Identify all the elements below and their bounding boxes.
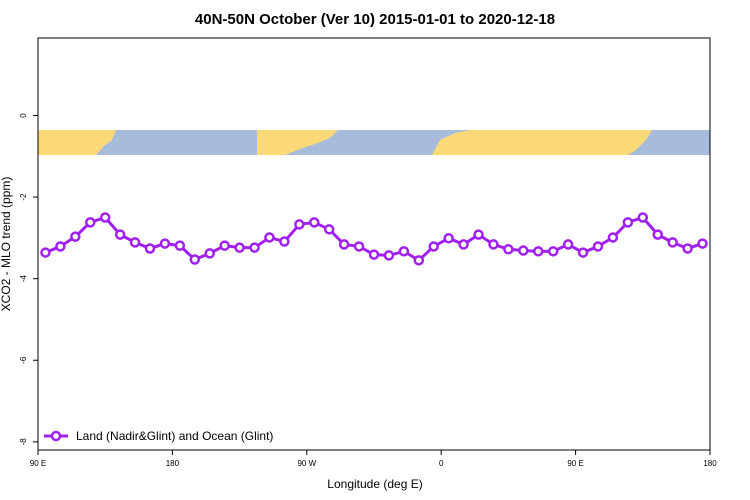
data-point xyxy=(577,247,589,258)
data-point xyxy=(667,237,678,248)
data-point xyxy=(533,246,544,257)
data-point xyxy=(85,217,96,228)
data-point xyxy=(398,246,410,257)
data-point xyxy=(99,212,111,223)
x-tick-label: 0 xyxy=(439,459,444,468)
data-point xyxy=(159,238,171,249)
x-axis-label: Longitude (deg E) xyxy=(327,477,422,491)
x-tick-label: 90 E xyxy=(567,459,583,468)
data-point xyxy=(637,212,649,223)
data-point xyxy=(55,241,66,252)
y-tick-label: 0 xyxy=(19,113,28,118)
data-point xyxy=(473,229,484,240)
data-point xyxy=(652,229,663,240)
data-point xyxy=(697,238,708,249)
y-tick-label: -4 xyxy=(19,275,28,283)
y-axis-label: XCO2 - MLO trend (ppm) xyxy=(0,177,13,312)
data-point xyxy=(279,236,290,247)
data-point xyxy=(309,217,320,228)
data-point xyxy=(413,255,425,266)
data-point xyxy=(682,243,693,254)
data-point xyxy=(353,241,365,252)
data-point xyxy=(294,219,305,230)
data-point xyxy=(622,217,634,228)
plot-frame xyxy=(37,37,711,451)
data-point xyxy=(323,224,335,235)
data-point xyxy=(174,240,186,251)
y-tick-label: -6 xyxy=(19,356,28,364)
data-point xyxy=(518,245,529,256)
data-point xyxy=(204,248,215,259)
x-tick-label: 90 W xyxy=(297,459,316,468)
data-point xyxy=(40,247,51,258)
data-point xyxy=(592,241,604,252)
y-tick-label: -2 xyxy=(19,193,28,201)
data-point xyxy=(219,240,230,251)
data-point xyxy=(503,244,514,255)
legend-marker xyxy=(50,430,62,442)
legend-label: Land (Nadir&Glint) and Ocean (Glint) xyxy=(76,429,273,443)
data-point xyxy=(129,237,141,248)
data-point xyxy=(338,239,350,250)
data-point xyxy=(234,242,245,253)
chart-title: 40N-50N October (Ver 10) 2015-01-01 to 2… xyxy=(195,11,555,28)
data-point xyxy=(189,254,201,265)
data-point xyxy=(383,250,395,261)
data-point xyxy=(428,241,439,252)
data-point xyxy=(443,233,454,244)
data-point xyxy=(607,232,619,243)
data-point xyxy=(249,242,260,253)
data-point xyxy=(114,229,126,240)
data-point xyxy=(144,243,156,254)
data-point xyxy=(264,232,275,243)
data-point xyxy=(70,231,81,242)
x-tick-label: 180 xyxy=(166,459,180,468)
map-strip xyxy=(38,130,710,155)
x-tick-label: 90 E xyxy=(30,459,46,468)
data-point xyxy=(488,239,499,250)
data-point xyxy=(368,249,380,260)
y-tick-label: -8 xyxy=(19,438,28,446)
data-point xyxy=(547,246,559,257)
data-point xyxy=(458,239,469,250)
data-point xyxy=(562,239,574,250)
x-tick-label: 180 xyxy=(703,459,717,468)
